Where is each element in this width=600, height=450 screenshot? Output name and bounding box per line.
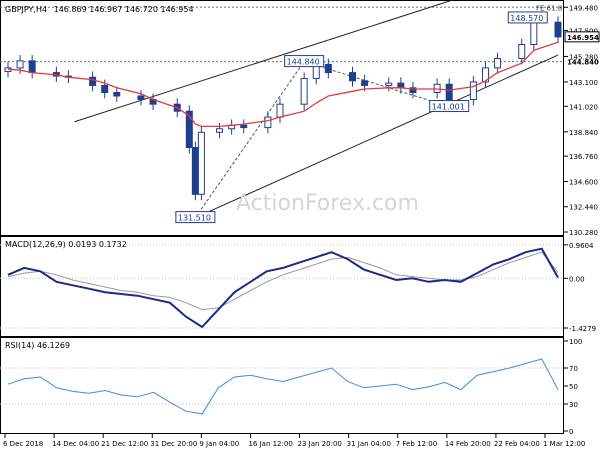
candle-body — [554, 21, 562, 38]
macd-grid-lines — [0, 244, 564, 329]
macd-ytick-label: -1.4279 — [569, 325, 596, 333]
price-annotation-box — [175, 211, 216, 224]
rsi-panel-frame — [0, 337, 564, 434]
projection-dashed-line — [194, 61, 305, 218]
candle-body — [191, 146, 199, 195]
price-grid-lines — [0, 6, 564, 63]
x-tick-label: 14 Dec 04:00 — [52, 440, 99, 448]
candle-body — [530, 21, 538, 45]
channel-upper-line — [74, 0, 455, 123]
candle-body — [113, 91, 121, 97]
price-ytick-label: 134.600 — [569, 178, 598, 186]
rsi-title: RSI(14) 46.1269 — [5, 341, 70, 350]
price-panel-frame — [0, 0, 564, 236]
candle-body — [397, 82, 405, 89]
rsi-grid-lines — [0, 367, 564, 405]
x-tick-label: 14 Feb 20:00 — [445, 440, 491, 448]
candle-body — [137, 95, 145, 101]
candle-body — [445, 83, 453, 101]
x-tick-label: 16 Jan 12:00 — [248, 440, 292, 448]
candle-body — [240, 124, 248, 129]
price-annotations: 144.840 131.510 148.570 141.001 FE 61.8 — [175, 4, 562, 224]
x-tick-label: 23 Jan 20:00 — [298, 440, 342, 448]
x-tick-label: 31 Jan 04:00 — [347, 440, 391, 448]
ohlc-values: 146.869 146.967 146.720 146.954 — [54, 5, 194, 14]
candle-body — [28, 60, 36, 74]
watermark: ActionForex.com — [236, 191, 419, 216]
fibonacci-label: FE 61.8 — [536, 4, 562, 12]
candle-body — [361, 80, 369, 86]
macd-ytick-label: 0.00 — [569, 275, 585, 283]
price-annotation-label: 141.001 — [432, 103, 465, 112]
x-tick-label: 7 Feb 12:00 — [396, 440, 437, 448]
macd-line — [7, 247, 559, 329]
macd-ytick-label: 0.9604 — [569, 242, 594, 250]
x-tick-label: 22 Feb 04:00 — [494, 440, 540, 448]
price-annotation-label: 131.510 — [178, 214, 211, 223]
x-tick-label: 31 Dec 20:00 — [150, 440, 197, 448]
price-ytick-label: 138.840 — [569, 129, 598, 137]
price-annotation-box — [429, 100, 470, 113]
rsi-ytick-label: 30 — [569, 401, 578, 409]
level-price-label: 144.840 — [567, 59, 599, 67]
price-candles — [4, 16, 562, 201]
price-annotation-box — [284, 55, 325, 68]
candle-body — [324, 63, 332, 74]
price-ytick-label: 136.760 — [569, 153, 598, 161]
channel-lower-line — [195, 54, 559, 219]
price-ytick-label: 149.480 — [569, 4, 598, 12]
candle-body — [409, 87, 417, 93]
candle-body — [264, 116, 272, 129]
rsi-line — [7, 358, 559, 415]
moving-average-line — [7, 41, 559, 128]
candle-body — [101, 84, 109, 93]
candle-body — [276, 103, 284, 118]
rsi-ytick-label: 100 — [569, 338, 582, 346]
candle-body — [185, 110, 193, 148]
candle-body — [481, 67, 489, 83]
x-axis: 6 Dec 2018 14 Dec 04:00 21 Dec 12:00 31 Dec… — [3, 434, 585, 448]
rsi-ytick-label: 0 — [569, 428, 573, 436]
last-price-label: 146.954 — [567, 34, 599, 42]
price-annotation-label: 148.570 — [510, 14, 543, 23]
price-channel-lines — [74, 0, 559, 219]
x-tick-label: 21 Dec 12:00 — [101, 440, 148, 448]
macd-title: MACD(12,26,9) 0.0193 0.1732 — [5, 240, 127, 249]
price-ytick-label: 141.020 — [569, 103, 598, 111]
last-price-box — [564, 31, 600, 43]
price-ytick-label: 145.280 — [569, 53, 598, 61]
x-tick-label: 6 Dec 2018 — [3, 440, 43, 448]
price-y-axis: 149.480147.500145.280143.100141.020138.8… — [564, 4, 600, 237]
symbol-label: GBPJPY,H4 — [5, 5, 47, 14]
candle-body — [16, 60, 24, 69]
macd-signal-line — [7, 251, 559, 311]
macd-y-axis: 0.9604 0.00 -1.4279 — [564, 242, 596, 333]
candle-body — [216, 128, 224, 133]
rsi-y-axis: 100 70 50 30 0 — [564, 338, 582, 436]
price-annotation-box — [507, 11, 548, 24]
price-ytick-label: 130.280 — [569, 229, 598, 237]
candle-body — [300, 77, 308, 105]
x-tick-label: 1 Mar 12:00 — [543, 440, 585, 448]
candle-body — [469, 81, 477, 101]
macd-panel-frame — [0, 236, 564, 337]
price-ytick-label: 132.440 — [569, 204, 598, 212]
candle-body — [494, 58, 502, 69]
price-ytick-label: 143.100 — [569, 79, 598, 87]
candle-body — [89, 76, 97, 86]
rsi-ytick-label: 50 — [569, 383, 578, 391]
candle-body — [518, 43, 526, 60]
candle-body — [197, 131, 205, 195]
candle-body — [349, 72, 357, 82]
rsi-ytick-label: 70 — [569, 365, 578, 373]
price-annotation-label: 144.840 — [287, 58, 320, 67]
x-tick-label: 9 Jan 04:00 — [199, 440, 239, 448]
candle-body — [385, 82, 393, 86]
chart-header: GBPJPY,H4 146.869 146.967 146.720 146.95… — [5, 5, 194, 14]
